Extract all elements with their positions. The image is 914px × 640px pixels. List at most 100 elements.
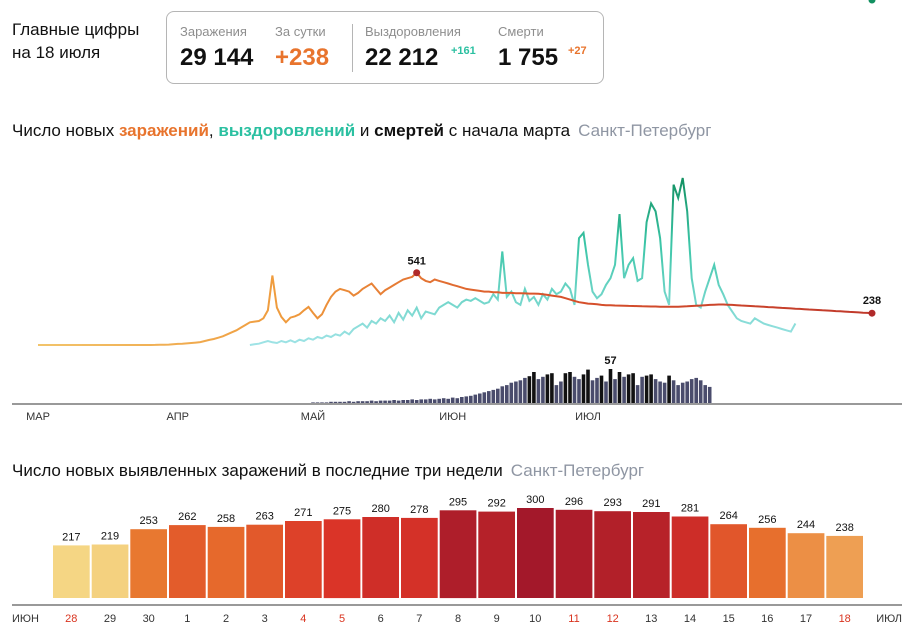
deaths-bar	[428, 398, 432, 403]
infections-bar	[207, 526, 245, 598]
bar-value-label: 296	[565, 496, 583, 508]
deaths-bar	[640, 376, 644, 403]
day-tick-label: 29	[104, 613, 116, 625]
deaths-bar	[595, 377, 599, 403]
recovered-line	[249, 177, 797, 346]
deaths-bar	[586, 369, 590, 403]
day-tick-label: 3	[262, 613, 268, 625]
bar-value-label: 280	[372, 503, 390, 515]
bar-value-label: 300	[526, 494, 544, 506]
infections-bar	[478, 511, 515, 598]
deaths-bar	[707, 386, 712, 403]
deaths-bar	[446, 398, 450, 403]
deaths-bar	[559, 381, 563, 403]
infections-bar	[323, 519, 361, 599]
bar-value-label: 264	[720, 510, 738, 522]
deaths-bar	[536, 379, 541, 403]
deaths-bar	[649, 374, 653, 403]
day-tick-label: 30	[143, 613, 155, 625]
day-tick-label: 17	[800, 613, 812, 625]
deaths-bar	[491, 389, 496, 403]
month-tick-label: ИЮН	[439, 411, 466, 423]
infections-bar	[555, 509, 593, 598]
day-tick-label: 14	[684, 613, 696, 625]
stat-value: 29 144	[180, 44, 254, 71]
bar-value-label: 258	[217, 513, 235, 525]
month-tick-label: АПР	[167, 411, 189, 423]
title-comma: ,	[208, 121, 219, 140]
bar-value-label: 275	[333, 505, 351, 517]
infections-bar	[362, 517, 399, 598]
day-tick-label: 6	[378, 613, 384, 625]
deaths-bar	[550, 373, 554, 403]
deaths-bar	[676, 385, 680, 403]
stat-label: Выздоровления	[365, 24, 461, 39]
deaths-bar	[622, 376, 626, 403]
deaths-bar	[662, 382, 667, 403]
day-tick-label: 10	[529, 613, 541, 625]
deaths-bar	[532, 372, 536, 403]
deaths-bar	[414, 400, 419, 403]
infections-line	[38, 271, 873, 346]
month-label-start: ИЮН	[12, 613, 39, 625]
deaths-bar	[432, 399, 437, 403]
infections-bar	[246, 524, 283, 598]
stat-value: 1 755	[498, 44, 559, 71]
stat-label: За сутки	[275, 24, 326, 39]
stat-label: Заражения	[180, 24, 247, 39]
deaths-bar	[581, 374, 586, 403]
deaths-bar	[347, 401, 351, 403]
deaths-bar	[437, 398, 441, 403]
bar-value-label: 238	[836, 522, 854, 534]
recovered-last-marker	[868, 0, 876, 4]
main-chart: МАР АПР МАЙ ИЮН ИЮЛ 541 238 161 57 27	[12, 0, 902, 423]
deaths-bar	[500, 386, 505, 403]
month-label-end: ИЮЛ	[876, 613, 902, 625]
stat-delta: +27	[568, 45, 587, 57]
deaths-bar	[392, 400, 396, 403]
infections-bar	[169, 525, 206, 598]
deaths-bar	[577, 379, 581, 403]
deaths-bar	[356, 401, 360, 403]
day-tick-label: 12	[607, 613, 619, 625]
day-tick-label: 18	[839, 613, 851, 625]
deaths-bar	[383, 400, 387, 403]
month-tick-label: МАЙ	[301, 410, 325, 423]
deaths-bar	[523, 377, 527, 403]
bar-value-label: 217	[62, 531, 80, 543]
deaths-bar	[658, 381, 662, 403]
title-infections: заражений	[118, 121, 209, 140]
title-and: и	[355, 121, 375, 140]
deaths-bar	[527, 376, 532, 403]
bar-value-label: 219	[101, 531, 119, 543]
deaths-bar	[460, 397, 464, 403]
bar-value-label: 271	[294, 507, 312, 519]
title-deaths: смертей	[374, 121, 445, 140]
recent-bar-chart: 217 28 219 29 253 30 262 1 258 2 263 3 271 4 275 5 280 6 2…	[12, 494, 902, 625]
deaths-peak-label: 57	[604, 355, 616, 367]
stat-delta: +161	[451, 45, 476, 57]
page-title: Главные цифры на 18 июля	[12, 18, 139, 64]
infections-bar	[787, 533, 825, 598]
bar-value-label: 281	[681, 503, 699, 515]
deaths-bar	[320, 402, 324, 403]
bar-value-label: 292	[488, 498, 506, 510]
deaths-last-label: 27	[866, 0, 878, 3]
infections-bar	[671, 516, 709, 598]
infections-peak-label: 541	[408, 256, 426, 268]
deaths-bar	[333, 401, 338, 403]
deaths-bar	[315, 402, 320, 403]
bar-value-label: 263	[256, 511, 274, 523]
infections-bar	[749, 527, 786, 598]
infections-bar	[285, 521, 322, 598]
deaths-bar	[505, 385, 509, 403]
deaths-bar	[387, 400, 392, 403]
infections-bar	[439, 510, 477, 599]
title-recoveries: выздоровлений	[218, 121, 356, 140]
deaths-bar	[694, 377, 698, 403]
stats-panel: Заражения 29 144 За сутки +238 Выздоровл…	[166, 11, 604, 84]
city-label: Санкт-Петербург	[510, 461, 645, 480]
deaths-bar	[689, 379, 694, 403]
day-tick-label: 7	[416, 613, 422, 625]
day-tick-label: 4	[300, 613, 306, 625]
